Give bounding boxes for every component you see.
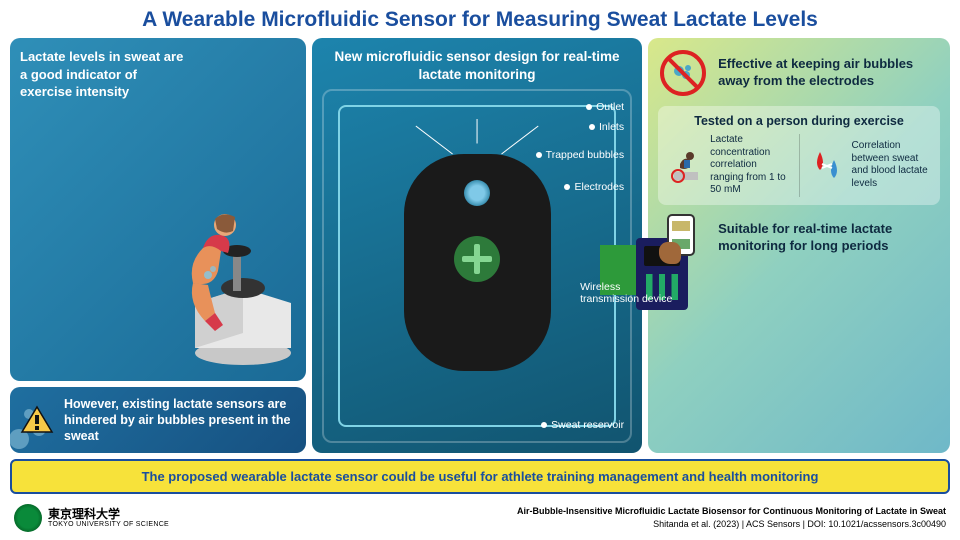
cite-ref: Shitanda et al. (2023) | ACS Sensors | D… — [517, 518, 946, 531]
phone-hand-icon — [658, 213, 708, 263]
trapped-bubbles-icon — [464, 180, 490, 206]
left-bot-text: However, existing lactate sensors are hi… — [64, 396, 296, 445]
sensor-header: New microfluidic sensor design for real-… — [322, 48, 632, 83]
tested-box: Tested on a person during exercise Lacta… — [658, 106, 940, 205]
label-trapped: Trapped bubbles — [536, 149, 624, 161]
exercise-bike-icon — [666, 146, 704, 184]
warning-icon — [20, 405, 54, 435]
page-title: A Wearable Microfluidic Sensor for Measu… — [0, 0, 960, 38]
tested-header: Tested on a person during exercise — [666, 114, 932, 128]
logo-en: TOKYO UNIVERSITY OF SCIENCE — [48, 521, 169, 529]
citation: Air-Bubble-Insensitive Microfluidic Lact… — [517, 505, 946, 530]
sensor-capsule — [404, 154, 551, 371]
label-outlet: Outlet — [586, 101, 624, 113]
cite-title: Air-Bubble-Insensitive Microfluidic Lact… — [517, 505, 946, 518]
main-grid: Lactate levels in sweat are a good indic… — [0, 38, 960, 459]
row-suitable: Suitable for real-time lactate monitorin… — [658, 213, 940, 263]
cyclist-icon — [133, 193, 298, 373]
blood-sweat-icon — [808, 146, 846, 184]
sensor-diagram: Outlet Inlets Trapped bubbles Electrodes… — [322, 89, 632, 443]
conclusion-banner: The proposed wearable lactate sensor cou… — [10, 459, 950, 494]
footer: 東京理科大学 TOKYO UNIVERSITY OF SCIENCE Air-B… — [0, 500, 960, 540]
left-column: Lactate levels in sweat are a good indic… — [10, 38, 306, 453]
left-top-text: Lactate levels in sweat are a good indic… — [20, 48, 190, 101]
right-panel: .prohib::after{background:#d22} Effectiv… — [648, 38, 950, 453]
middle-column: New microfluidic sensor design for real-… — [312, 38, 642, 453]
logo-jp: 東京理科大学 — [48, 508, 169, 521]
label-wireless: Wireless transmission device — [580, 281, 680, 305]
effective-text: Effective at keeping air bubbles away fr… — [718, 56, 940, 90]
label-electrodes: Electrodes — [564, 181, 624, 193]
tested-col-2: Correlation between sweat and blood lact… — [808, 134, 932, 197]
tested-divider — [799, 134, 800, 197]
suitable-text: Suitable for real-time lactate monitorin… — [718, 221, 940, 255]
prohibition-icon: .prohib::after{background:#d22} — [658, 48, 708, 98]
tested-text-1: Lactate concentration correlation rangin… — [710, 134, 790, 197]
panel-limitation: However, existing lactate sensors are hi… — [10, 387, 306, 453]
row-effective: .prohib::after{background:#d22} Effectiv… — [658, 48, 940, 98]
label-inlets: Inlets — [589, 121, 624, 133]
university-logo: 東京理科大学 TOKYO UNIVERSITY OF SCIENCE — [14, 504, 169, 532]
logo-mark-icon — [14, 504, 42, 532]
tested-text-2: Correlation between sweat and blood lact… — [852, 140, 932, 190]
tested-col-1: Lactate concentration correlation rangin… — [666, 134, 790, 197]
panel-exercise-intensity: Lactate levels in sweat are a good indic… — [10, 38, 306, 381]
electrodes-icon — [454, 236, 500, 282]
label-reservoir: Sweat reservoir — [541, 419, 624, 431]
cyclist-illustration — [133, 193, 298, 373]
